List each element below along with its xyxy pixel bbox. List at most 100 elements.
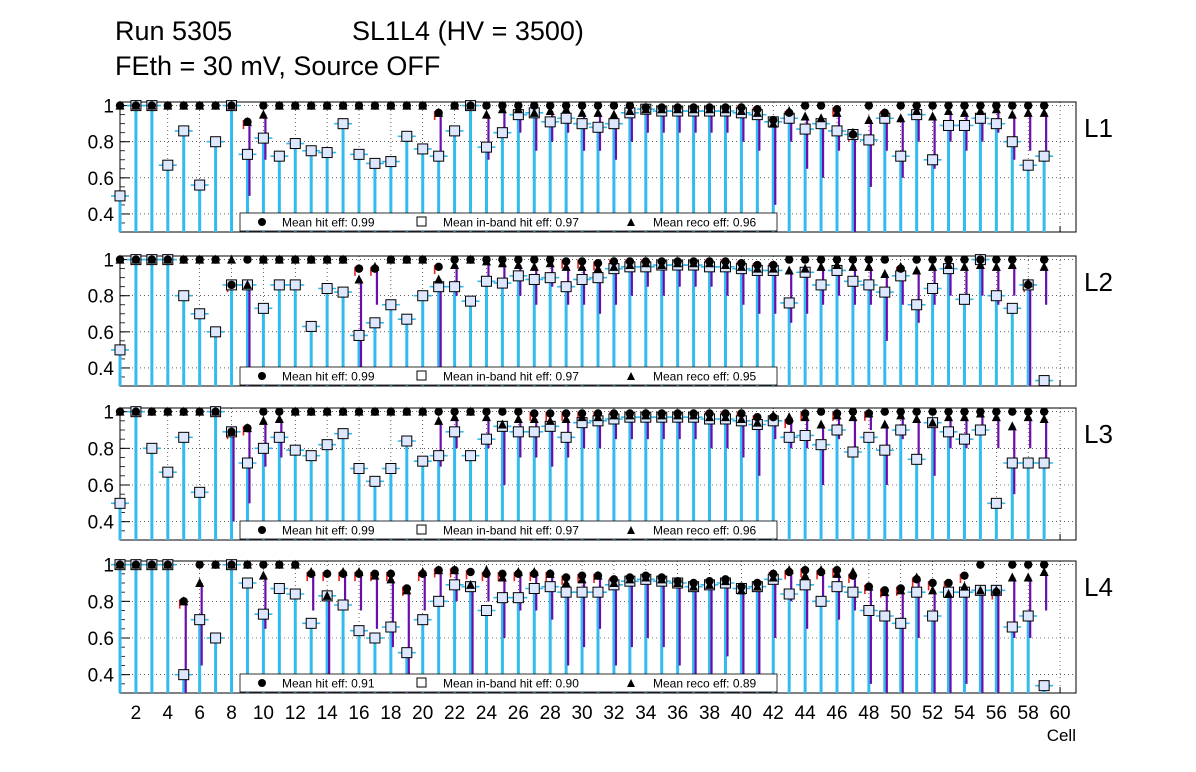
inband-point [401, 130, 413, 142]
legend-hit-marker [258, 526, 266, 534]
layer-label: L4 [1084, 572, 1113, 602]
inband-point [576, 118, 588, 130]
hit-point [1039, 407, 1049, 416]
inband-point [1022, 457, 1034, 469]
legend-reco-label: Mean reco eff: 0.96 [653, 524, 757, 538]
hit-point [976, 101, 985, 110]
reco-point [784, 412, 794, 422]
layer-label: L3 [1084, 419, 1113, 449]
inband-point [353, 625, 365, 637]
reco-point [928, 261, 938, 271]
legend-box [239, 212, 778, 232]
hit-point [928, 101, 937, 110]
legend-inband-label: Mean in-band hit eff: 0.97 [443, 370, 579, 384]
reco-point [418, 254, 428, 264]
inband-point [863, 605, 875, 616]
reco-point [736, 585, 746, 595]
reco-point [338, 406, 348, 416]
x-tick-label: 42 [763, 703, 784, 724]
reco-point [386, 100, 396, 110]
reco-point [242, 116, 252, 126]
inband-point [273, 279, 285, 291]
reco-point [944, 589, 954, 598]
panel-l3: 0.4 0.6 0.8 1 Mean hit eff: 0.99 Mean in-band… [88, 403, 1113, 541]
legend-hit-marker [258, 679, 266, 687]
hit-point [1039, 255, 1049, 264]
inband-point [241, 457, 253, 469]
inband-point [592, 586, 604, 598]
x-tick-label: 44 [795, 703, 817, 724]
reco-point [736, 106, 746, 116]
inband-point [1022, 159, 1034, 171]
reco-point [370, 100, 380, 110]
reco-point [434, 415, 444, 425]
reco-point [211, 100, 221, 110]
inband-point [353, 329, 365, 341]
reco-point [529, 261, 539, 271]
hit-point [625, 101, 635, 110]
reco-point [529, 414, 539, 423]
hit-point [848, 255, 858, 264]
reco-point [657, 104, 667, 114]
legend-reco-label: Mean reco eff: 0.96 [653, 216, 757, 230]
hit-point [944, 407, 953, 416]
inband-point [433, 150, 445, 162]
inband-point [528, 273, 540, 285]
reco-point [641, 572, 651, 582]
inband-point [831, 424, 843, 436]
reco-point [880, 419, 890, 429]
x-tick-label: 40 [731, 703, 752, 724]
inband-point [1038, 375, 1050, 387]
reco-point [912, 414, 922, 423]
inband-point [879, 444, 891, 456]
inband-point [815, 595, 827, 607]
reco-point [529, 567, 539, 576]
reco-point [959, 261, 969, 271]
reco-point [195, 578, 205, 587]
inband-point [544, 272, 556, 284]
hit-point [1008, 101, 1017, 110]
reco-point [848, 127, 858, 137]
reco-point [466, 254, 476, 264]
inband-point [433, 595, 445, 607]
hit-point [1023, 560, 1033, 569]
inband-point [257, 608, 269, 620]
x-tick-label: 32 [603, 703, 624, 724]
inband-point [576, 273, 588, 285]
inband-point [895, 424, 907, 436]
reco-point [689, 410, 699, 420]
reco-point [609, 578, 619, 587]
inband-point [305, 145, 317, 157]
inband-point [178, 125, 190, 137]
y-tick-label: 0.8 [88, 592, 114, 613]
reco-point [928, 417, 938, 427]
inband-point [847, 275, 859, 287]
reco-point [705, 412, 715, 422]
hit-point [1008, 255, 1017, 264]
hit-point [482, 101, 491, 110]
reco-point [481, 565, 491, 575]
reco-point [370, 406, 380, 416]
legend-hit-label: Mean hit eff: 0.91 [282, 677, 375, 691]
inband-point [1038, 150, 1050, 162]
reco-point [959, 107, 969, 117]
reco-point [1039, 261, 1049, 271]
hit-point [864, 255, 874, 264]
inband-point [114, 190, 126, 202]
hit-point [785, 255, 794, 264]
inband-point [465, 295, 477, 307]
hit-point [800, 255, 810, 264]
reco-point [816, 113, 826, 123]
reco-point [561, 414, 571, 423]
hit-point [928, 255, 937, 264]
reco-point [338, 567, 348, 576]
hit-point [848, 407, 858, 416]
legend-inband-label: Mean in-band hit eff: 0.97 [443, 524, 579, 538]
inband-point [480, 605, 492, 616]
reco-point [912, 106, 922, 116]
reco-point [434, 565, 444, 575]
reco-point [147, 254, 157, 264]
inband-point [911, 453, 923, 465]
hit-point [944, 255, 953, 264]
